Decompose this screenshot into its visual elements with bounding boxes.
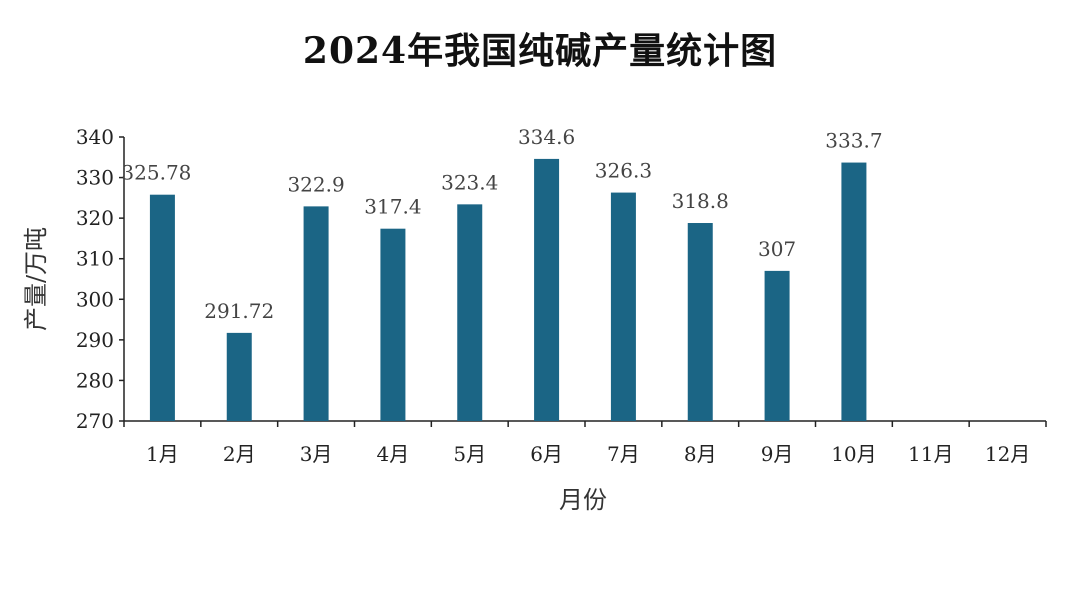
bar bbox=[226, 332, 252, 421]
data-label: 333.7 bbox=[825, 129, 882, 153]
x-tick-label: 4月 bbox=[377, 442, 410, 466]
bar bbox=[841, 162, 867, 421]
x-tick-label: 6月 bbox=[530, 442, 563, 466]
y-tick-label: 300 bbox=[76, 287, 114, 311]
y-tick-label: 340 bbox=[76, 125, 114, 149]
y-axis-ticks: 270 280 290 300 310 320 330 340 bbox=[76, 125, 124, 433]
chart-title: 2024年我国纯碱产量统计图 bbox=[302, 30, 778, 72]
x-tick-label: 11月 bbox=[908, 442, 953, 466]
bar bbox=[687, 223, 713, 421]
bar bbox=[149, 194, 175, 421]
y-axis-title: 产量/万吨 bbox=[22, 227, 50, 331]
y-tick-label: 280 bbox=[76, 368, 114, 392]
y-tick-label: 270 bbox=[76, 409, 114, 433]
data-label: 307 bbox=[758, 237, 796, 261]
x-tick-label: 8月 bbox=[684, 442, 717, 466]
x-tick-label: 3月 bbox=[300, 442, 333, 466]
data-label: 323.4 bbox=[441, 170, 498, 194]
x-tick-label: 2月 bbox=[223, 442, 256, 466]
data-label: 322.9 bbox=[287, 172, 344, 196]
bar bbox=[457, 204, 483, 421]
x-tick-label: 12月 bbox=[985, 442, 1030, 466]
x-tick-label: 5月 bbox=[453, 442, 486, 466]
data-label: 291.72 bbox=[204, 299, 274, 323]
y-tick-label: 290 bbox=[76, 328, 114, 352]
y-tick-label: 320 bbox=[76, 206, 114, 230]
data-labels: 325.78 291.72 322.9 317.4 323.4 334.6 326.3 318… bbox=[121, 125, 882, 323]
x-tick-label: 7月 bbox=[607, 442, 640, 466]
x-tick-label: 9月 bbox=[761, 442, 794, 466]
data-label: 325.78 bbox=[121, 161, 191, 185]
bar bbox=[764, 270, 790, 421]
bar-series bbox=[149, 158, 867, 421]
x-tick-label: 1月 bbox=[146, 442, 179, 466]
bar bbox=[303, 206, 329, 421]
data-label: 317.4 bbox=[364, 195, 421, 219]
bar bbox=[534, 158, 560, 421]
x-tick-label: 10月 bbox=[831, 442, 876, 466]
y-tick-label: 310 bbox=[76, 247, 114, 271]
data-label: 334.6 bbox=[518, 125, 575, 149]
bar bbox=[610, 192, 636, 421]
y-tick-label: 330 bbox=[76, 166, 114, 190]
bar bbox=[380, 228, 406, 421]
data-label: 318.8 bbox=[672, 189, 729, 213]
data-label: 326.3 bbox=[595, 159, 652, 183]
x-axis-title: 月份 bbox=[559, 486, 607, 514]
x-axis-ticks: 1月 2月 3月 4月 5月 6月 7月 8月 9月 10月 11月 12月 bbox=[123, 421, 1047, 466]
